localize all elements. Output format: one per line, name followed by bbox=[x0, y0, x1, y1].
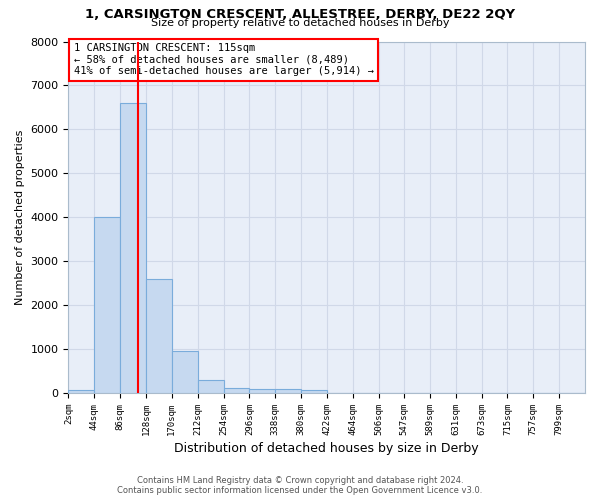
Bar bbox=[250, 389, 275, 393]
Bar bbox=[224, 388, 250, 393]
Text: 1 CARSINGTON CRESCENT: 115sqm
← 58% of detached houses are smaller (8,489)
41% o: 1 CARSINGTON CRESCENT: 115sqm ← 58% of d… bbox=[74, 44, 374, 76]
Bar bbox=[275, 389, 301, 393]
Bar bbox=[146, 279, 172, 393]
Text: 1, CARSINGTON CRESCENT, ALLESTREE, DERBY, DE22 2QY: 1, CARSINGTON CRESCENT, ALLESTREE, DERBY… bbox=[85, 8, 515, 20]
Bar bbox=[172, 352, 198, 393]
Bar bbox=[120, 103, 146, 393]
Bar bbox=[94, 218, 120, 393]
Text: Contains HM Land Registry data © Crown copyright and database right 2024.
Contai: Contains HM Land Registry data © Crown c… bbox=[118, 476, 482, 495]
Bar bbox=[68, 390, 94, 393]
X-axis label: Distribution of detached houses by size in Derby: Distribution of detached houses by size … bbox=[175, 442, 479, 455]
Y-axis label: Number of detached properties: Number of detached properties bbox=[15, 130, 25, 305]
Bar bbox=[198, 380, 224, 393]
Text: Size of property relative to detached houses in Derby: Size of property relative to detached ho… bbox=[151, 18, 449, 28]
Bar bbox=[301, 390, 327, 393]
